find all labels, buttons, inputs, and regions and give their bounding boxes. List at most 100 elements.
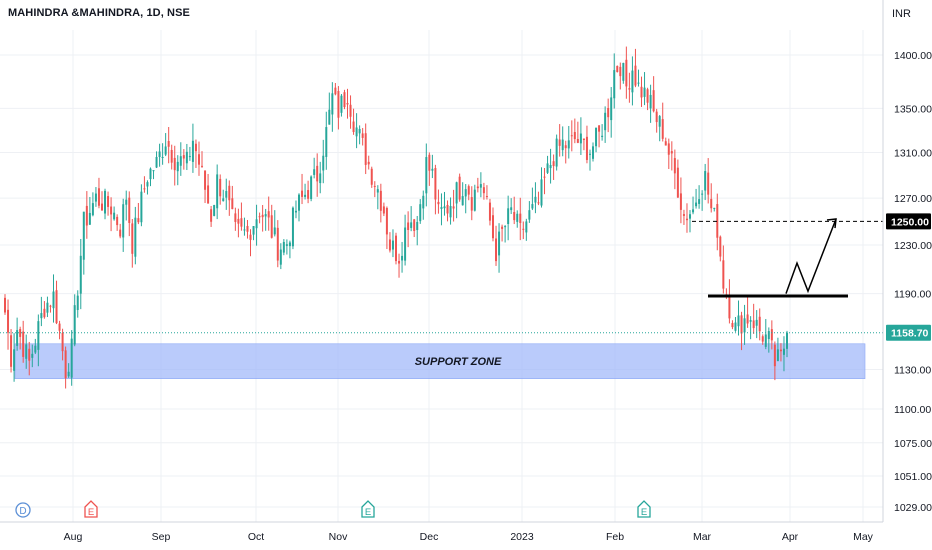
candle-body [273, 227, 276, 235]
candle-body [398, 260, 401, 264]
candle-body [522, 228, 525, 230]
candle-body [431, 168, 434, 171]
candle-body [352, 121, 355, 133]
candle-body [140, 191, 143, 223]
candle-body [355, 127, 358, 137]
candle-body [173, 157, 176, 171]
candle-body [391, 240, 394, 250]
candle-body [161, 156, 164, 158]
candle-body [734, 322, 737, 331]
candle-body [379, 190, 382, 211]
candle-body [201, 165, 204, 167]
candle-body [76, 295, 79, 311]
candle-body [152, 170, 155, 172]
time-tick-label: Oct [248, 531, 264, 543]
candle-body [346, 103, 349, 105]
candle-body [164, 146, 167, 155]
candle-body [282, 241, 285, 253]
candle-body [52, 291, 55, 309]
candle-body [370, 168, 373, 185]
candle-body [516, 213, 519, 222]
candle-body [558, 139, 561, 146]
candle-body [125, 199, 128, 205]
target-price-label-bg [886, 213, 931, 230]
candle-body [264, 214, 267, 217]
price-tick-label: 1100.00 [894, 404, 931, 416]
candle-body [134, 217, 137, 257]
projection-arrowhead [826, 218, 837, 229]
candle-body [185, 151, 188, 164]
candle-body [440, 207, 443, 209]
candle-body [464, 189, 467, 197]
target-price-label: 1250.00 [891, 216, 929, 228]
candle-body [404, 227, 407, 261]
candle-body [482, 187, 485, 194]
candle-body [104, 190, 107, 214]
candle-body [501, 226, 504, 229]
candle-body [685, 218, 688, 221]
candle-body [443, 206, 446, 209]
candle-body [588, 153, 591, 155]
candle-body [716, 204, 719, 238]
price-tick-label: 1075.00 [894, 438, 932, 450]
candle-body [649, 94, 652, 109]
candle-body [749, 320, 752, 322]
candle-body [85, 205, 88, 226]
earnings-marker-label: E [88, 507, 94, 518]
candle-body [425, 157, 428, 194]
candle-body [461, 196, 464, 206]
candle-body [216, 174, 219, 209]
candle-body [116, 216, 119, 226]
candle-body [249, 234, 252, 240]
candle-body [698, 199, 701, 204]
candle-body [367, 161, 370, 165]
candle-body [31, 353, 34, 358]
candle-body [276, 227, 279, 261]
candle-body [646, 89, 649, 103]
candle-body [731, 323, 734, 328]
candle-body [79, 255, 82, 294]
candle-body [719, 236, 722, 257]
candle-body [737, 315, 740, 327]
time-tick-label: 2023 [510, 531, 534, 543]
price-tick-label: 1051.00 [894, 471, 932, 483]
candle-body [328, 109, 331, 125]
candle-body [131, 223, 134, 254]
earnings-marker-icon [637, 500, 651, 518]
candle-body [13, 349, 16, 371]
candle-body [704, 171, 707, 191]
price-tick-label: 1230.00 [894, 240, 932, 252]
candle-body [252, 226, 255, 235]
candle-body [137, 218, 140, 223]
candle-body [143, 188, 146, 190]
candle-body [458, 176, 461, 200]
candle-body [255, 219, 258, 229]
candle-body [701, 193, 704, 195]
candle-body [598, 125, 601, 132]
candle-body [304, 194, 307, 197]
time-tick-label: Sep [152, 531, 171, 543]
earnings-marker-label: E [641, 507, 647, 518]
candle-body [585, 136, 588, 160]
candle-body [479, 184, 482, 188]
candle-body [655, 111, 658, 123]
candle-body [758, 316, 761, 332]
price-tick-label: 1350.00 [894, 103, 932, 115]
time-tick-label: Aug [64, 531, 83, 543]
candle-body [422, 195, 425, 209]
candle-body [204, 170, 207, 190]
earnings-marker-icon [361, 500, 375, 518]
candle-body [761, 336, 764, 342]
candle-body [510, 207, 513, 211]
candle-body [491, 215, 494, 239]
candle-body [231, 198, 234, 210]
earnings-marker-label: E [365, 507, 371, 518]
candle-body [25, 344, 28, 359]
candle-body [495, 238, 498, 262]
candle-body [413, 219, 416, 231]
candle-body [246, 225, 249, 232]
candle-body [455, 182, 458, 204]
candle-body [610, 97, 613, 121]
candle-body [158, 151, 161, 158]
